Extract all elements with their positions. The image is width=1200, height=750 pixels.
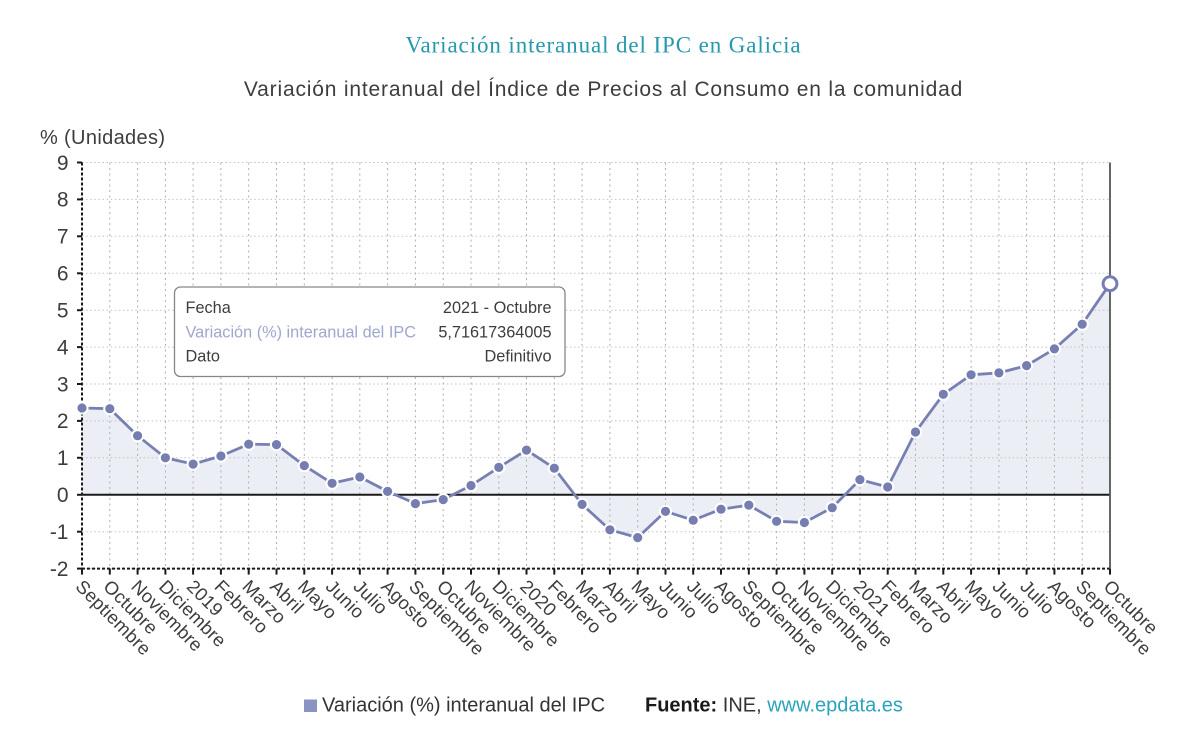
svg-text:6: 6 (57, 263, 69, 286)
svg-text:-1: -1 (50, 521, 69, 544)
svg-text:4: 4 (57, 336, 69, 359)
svg-text:0: 0 (57, 484, 69, 507)
svg-text:3: 3 (57, 373, 69, 396)
svg-text:5,71617364005: 5,71617364005 (438, 324, 551, 342)
svg-text:2021 - Octubre: 2021 - Octubre (443, 299, 552, 317)
svg-text:-2: -2 (50, 558, 69, 581)
svg-text:1: 1 (57, 447, 69, 470)
svg-text:Variación (%) interanual del I: Variación (%) interanual del IPC (322, 695, 605, 717)
svg-text:Variación interanual del Índic: Variación interanual del Índice de Preci… (244, 78, 963, 101)
svg-text:% (Unidades): % (Unidades) (40, 127, 165, 149)
svg-text:7: 7 (57, 226, 69, 249)
svg-text:Definitivo: Definitivo (485, 348, 552, 366)
svg-text:Variación (%) interanual del I: Variación (%) interanual del IPC (186, 324, 417, 342)
svg-text:5: 5 (57, 300, 69, 323)
svg-text:Fecha: Fecha (186, 299, 232, 317)
svg-text:Fuente: INE, www.epdata.es: Fuente: INE, www.epdata.es (645, 695, 903, 717)
svg-text:Dato: Dato (186, 348, 220, 366)
svg-text:2: 2 (57, 410, 69, 433)
svg-text:9: 9 (57, 152, 69, 175)
svg-text:Variación interanual del IPC e: Variación interanual del IPC en Galicia (406, 33, 802, 58)
svg-text:8: 8 (57, 189, 69, 212)
